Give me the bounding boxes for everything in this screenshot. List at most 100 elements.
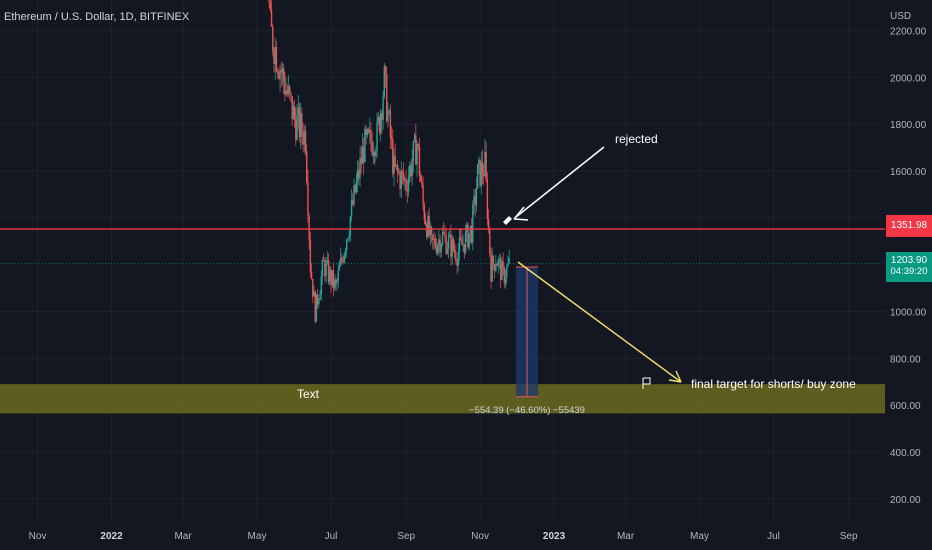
candle-body [422, 185, 424, 205]
candle-body [398, 171, 400, 174]
candle-body [395, 164, 398, 167]
candle-body [403, 172, 405, 181]
candle-body [445, 235, 447, 254]
candle-body [272, 26, 274, 52]
projection-arrow-line [517, 261, 682, 383]
candle-body [440, 244, 442, 253]
candle-body [470, 225, 473, 243]
candle-body [304, 130, 307, 151]
candle-body [322, 260, 325, 262]
candle-body [475, 188, 478, 205]
candle-body [309, 239, 312, 272]
price-tick-label: 2200.00 [890, 26, 927, 37]
time-tick-label: Nov [29, 531, 47, 542]
candle-body [268, 0, 270, 3]
candle-body [399, 173, 401, 189]
candle-body [405, 179, 407, 190]
candle-body [383, 66, 386, 97]
candle-body [498, 259, 501, 261]
candle-body [373, 152, 376, 157]
candle-body [409, 165, 411, 178]
candle-body [491, 256, 493, 282]
candle-body [389, 110, 392, 138]
candle-body [436, 244, 439, 253]
candle-body [435, 246, 438, 253]
candle-body [503, 267, 506, 283]
candle-body [447, 236, 450, 249]
candle-body [292, 106, 295, 120]
candle-body [474, 195, 476, 205]
candle-body [331, 270, 333, 285]
candle-body [430, 226, 433, 235]
candle-body [286, 90, 289, 94]
candle-body [314, 291, 316, 322]
candle-body [407, 177, 410, 192]
candle-body [346, 239, 348, 251]
candle-body [276, 71, 279, 74]
candle-body [316, 294, 319, 305]
price-tick-label: 200.00 [890, 495, 921, 506]
candle-body [284, 81, 286, 95]
buy-zone-rectangle [0, 384, 885, 414]
candle-body [348, 235, 350, 239]
candle-body [372, 152, 375, 155]
candle-body [483, 174, 485, 176]
candle-body [325, 262, 327, 277]
time-tick-label: Mar [617, 531, 635, 542]
flag-icon [642, 377, 651, 389]
candle-body [412, 141, 415, 162]
candle-body [507, 262, 509, 267]
candle-body [428, 215, 430, 236]
resistance-price-tag[interactable]: 1351.98 [886, 215, 932, 237]
candle-body [291, 96, 293, 120]
candle-body [386, 73, 388, 122]
candle-body [343, 254, 346, 263]
candle-body [456, 261, 458, 266]
candle-body [452, 238, 455, 250]
candle-body [481, 161, 484, 175]
symbol-title[interactable]: Ethereum / U.S. Dollar, 1D, BITFINEX [4, 11, 190, 23]
drawings[interactable]: −554.39 (−46.60%) −55439 rejected final ta… [0, 132, 885, 416]
candle-body [387, 112, 389, 122]
candle-body [299, 113, 302, 137]
candle-body [423, 204, 426, 220]
candle-body [360, 157, 362, 164]
measure-label: −554.39 (−46.60%) −55439 [469, 405, 585, 416]
time-tick-label: Sep [840, 531, 858, 542]
candle-body [464, 231, 467, 253]
candle-body [390, 137, 393, 140]
grid-lines [0, 0, 885, 520]
candle-body [502, 261, 504, 268]
candle-body [310, 271, 313, 279]
candle-body [378, 116, 381, 133]
candle-body [455, 252, 457, 262]
resistance-price-value: 1351.98 [890, 220, 928, 231]
candle-body [377, 116, 379, 122]
candle-body [487, 219, 490, 229]
candle-body [306, 150, 308, 182]
candle-body [415, 134, 417, 165]
candle-body [489, 228, 491, 254]
candle-body [427, 215, 429, 237]
candle-body [379, 112, 382, 133]
price-tick-label: 400.00 [890, 448, 921, 459]
candle-body [416, 143, 418, 165]
candle-body [406, 189, 409, 192]
candle-body [350, 200, 353, 217]
candle-body [426, 224, 428, 237]
candle-body [463, 244, 466, 253]
candle-body [434, 238, 436, 247]
candle-body [296, 115, 298, 140]
candle-body [504, 277, 507, 283]
candle-body [458, 237, 461, 252]
candle-body [335, 279, 337, 284]
current-price-tag[interactable]: 1203.90 04:39:20 [886, 252, 932, 282]
candle-body [393, 156, 395, 174]
projection-arrow-head [668, 370, 682, 383]
candle-body [506, 266, 508, 278]
candle-body [275, 47, 278, 72]
candle-body [361, 146, 364, 164]
candle-body [453, 249, 456, 253]
